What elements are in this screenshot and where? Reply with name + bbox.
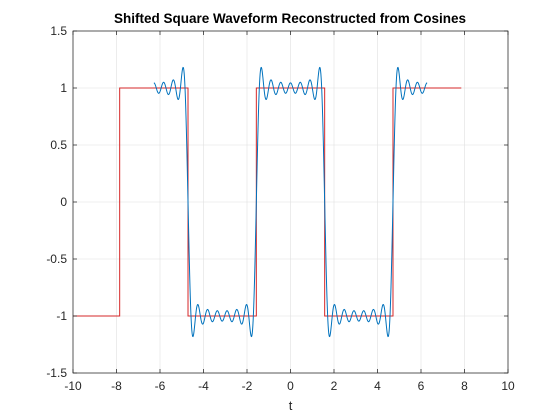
cosine-reconstruction-line bbox=[153, 66, 428, 338]
y-tick-label: 0.5 bbox=[50, 138, 67, 152]
x-tick-label: -4 bbox=[198, 379, 209, 393]
ticks bbox=[72, 30, 509, 374]
x-tick-label: 0 bbox=[287, 379, 294, 393]
x-tick-label: 6 bbox=[418, 379, 425, 393]
series-layer bbox=[73, 66, 462, 338]
x-tick-label: 4 bbox=[374, 379, 381, 393]
x-tick-label: 2 bbox=[331, 379, 338, 393]
chart-title: Shifted Square Waveform Reconstructed fr… bbox=[114, 11, 466, 26]
x-axis-label: t bbox=[289, 398, 293, 413]
y-tick-label: 1.5 bbox=[50, 24, 67, 38]
x-tick-label: -2 bbox=[242, 379, 253, 393]
x-tick-label: -8 bbox=[111, 379, 122, 393]
x-tick-labels: -10 -8 -6 -4 -2 0 2 4 6 8 10 bbox=[64, 379, 515, 393]
y-tick-label: -1 bbox=[56, 309, 67, 323]
y-tick-label: -0.5 bbox=[46, 252, 67, 266]
x-tick-label: -10 bbox=[64, 379, 82, 393]
x-tick-label: 8 bbox=[461, 379, 468, 393]
y-tick-label: 0 bbox=[60, 195, 67, 209]
x-tick-label: -6 bbox=[155, 379, 166, 393]
y-tick-labels: -1.5 -1 -0.5 0 0.5 1 1.5 bbox=[46, 24, 67, 380]
y-tick-label: 1 bbox=[60, 81, 67, 95]
y-tick-label: -1.5 bbox=[46, 366, 67, 380]
x-tick-label: 10 bbox=[501, 379, 515, 393]
